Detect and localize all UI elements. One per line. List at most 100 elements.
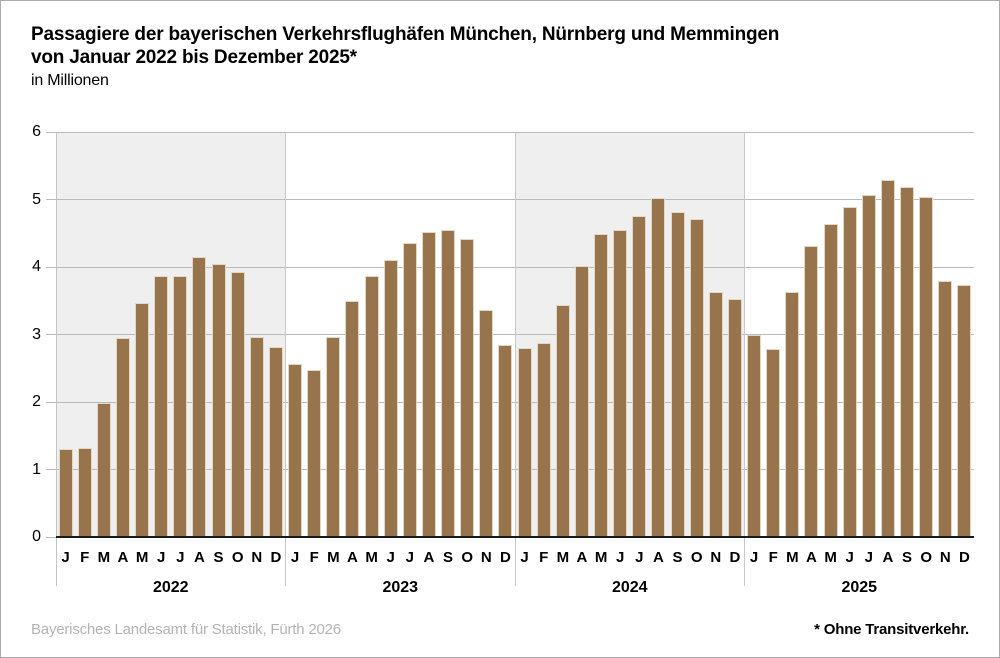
year-label-2025: 2025 — [841, 579, 878, 596]
bar-2023-F1 — [307, 369, 322, 537]
year-label-2024: 2024 — [611, 579, 648, 596]
month-label-2023-4: M — [365, 549, 378, 566]
month-label-2024-9: O — [690, 549, 703, 566]
month-label-2025-10: N — [939, 549, 951, 566]
bar-2024-M2 — [555, 304, 570, 537]
bar-2024-O9 — [689, 219, 704, 537]
month-label-2023-10: N — [480, 549, 492, 566]
month-label-2025-5: J — [845, 549, 854, 566]
bar-2023-J5 — [383, 259, 398, 537]
y-tick-6 — [46, 131, 56, 133]
month-label-2025-9: O — [920, 549, 933, 566]
bar-2023-M4 — [364, 275, 379, 537]
month-label-2022-8: S — [213, 549, 224, 566]
bar-2022-M2 — [96, 403, 111, 537]
month-label-2024-6: J — [635, 549, 644, 566]
source-credit: Bayerisches Landesamt für Statistik, Für… — [31, 621, 341, 638]
bar-2025-J0 — [747, 334, 762, 537]
bar-2024-J6 — [632, 216, 647, 537]
bar-2025-O9 — [919, 196, 934, 537]
chart-title-line1: Passagiere der bayerischen Verkehrsflugh… — [31, 24, 780, 45]
month-label-2024-2: M — [556, 549, 570, 566]
bar-2022-D11 — [268, 346, 283, 537]
month-label-2023-2: M — [327, 549, 340, 566]
bar-2023-D11 — [498, 344, 513, 537]
chart-title-line2: von Januar 2022 bis Dezember 2025* — [31, 47, 357, 68]
month-label-2025-4: M — [824, 549, 837, 566]
bar-2024-A3 — [574, 266, 589, 537]
bar-2024-J5 — [613, 229, 628, 537]
bar-2024-S8 — [670, 211, 685, 537]
bar-2025-J5 — [842, 206, 857, 537]
month-label-2024-5: J — [616, 549, 625, 566]
month-label-2024-3: A — [576, 549, 588, 566]
bar-2025-A3 — [804, 246, 819, 537]
month-label-2025-8: S — [902, 549, 913, 566]
year-label-2022: 2022 — [152, 579, 189, 596]
title-block: Passagiere der bayerischen Verkehrsflugh… — [31, 23, 779, 92]
bar-2025-N10 — [938, 280, 953, 537]
month-label-2023-1: F — [309, 549, 319, 566]
bar-2025-A7 — [880, 179, 895, 537]
year-separator-1 — [285, 132, 286, 586]
month-label-2023-6: J — [405, 549, 414, 566]
bar-2022-A3 — [115, 337, 130, 537]
bar-2023-O9 — [460, 238, 475, 537]
y-axis-label-5: 5 — [32, 190, 41, 208]
chart-unit-label: in Millionen — [31, 72, 109, 89]
bar-2023-J6 — [402, 242, 417, 537]
month-label-2022-1: F — [80, 549, 90, 566]
bar-2024-F1 — [536, 342, 551, 537]
bar-2022-J5 — [154, 275, 169, 537]
bar-2022-M4 — [135, 302, 150, 537]
bar-2024-D11 — [727, 299, 742, 537]
y-axis-label-6: 6 — [32, 123, 41, 140]
bar-2022-A7 — [192, 256, 207, 537]
month-label-2023-0: J — [290, 549, 300, 566]
bar-2024-A7 — [651, 198, 666, 537]
month-label-2023-5: J — [386, 549, 395, 566]
bar-2025-F1 — [766, 348, 781, 537]
month-label-2025-3: A — [806, 549, 817, 566]
y-tick-1 — [46, 469, 56, 470]
month-label-2023-11: D — [500, 549, 511, 566]
month-label-2024-10: N — [710, 549, 722, 566]
month-label-2024-8: S — [672, 549, 683, 566]
y-axis-label-4: 4 — [32, 258, 41, 275]
month-label-2022-7: A — [194, 549, 205, 566]
y-tick-2 — [46, 401, 56, 403]
month-label-2022-11: D — [270, 549, 282, 566]
month-label-2022-2: M — [97, 549, 111, 566]
y-axis-label-2: 2 — [32, 393, 41, 410]
month-label-2022-0: J — [61, 549, 70, 566]
bar-2023-M2 — [326, 337, 341, 537]
bar-2022-J0 — [58, 449, 73, 537]
month-label-2024-0: J — [520, 549, 529, 566]
bar-2022-S8 — [211, 263, 226, 537]
y-tick-0 — [46, 536, 56, 538]
bar-2023-S8 — [441, 229, 456, 537]
y-axis-label-3: 3 — [32, 325, 41, 343]
bar-2022-J6 — [173, 275, 188, 537]
year-separator-0 — [55, 132, 57, 586]
month-label-2023-8: S — [443, 549, 454, 566]
month-label-2022-4: M — [135, 549, 149, 566]
bar-2024-N10 — [708, 291, 723, 537]
y-axis-label-1: 1 — [32, 460, 41, 478]
month-label-2024-4: M — [594, 549, 608, 566]
bar-2023-J0 — [288, 364, 303, 537]
bar-2024-J0 — [517, 348, 532, 537]
bar-2023-N10 — [479, 309, 494, 537]
bar-2023-A3 — [345, 300, 360, 537]
y-axis-label-0: 0 — [32, 528, 41, 545]
year-separator-3 — [744, 132, 745, 586]
x-axis-line — [56, 536, 974, 538]
bar-2025-D11 — [957, 284, 972, 537]
month-label-2024-11: D — [729, 549, 741, 566]
month-label-2022-5: J — [157, 549, 166, 566]
bar-2023-A7 — [421, 231, 436, 537]
y-tick-4 — [46, 266, 56, 268]
year-label-2023: 2023 — [382, 579, 419, 596]
bar-2025-J6 — [861, 194, 876, 537]
